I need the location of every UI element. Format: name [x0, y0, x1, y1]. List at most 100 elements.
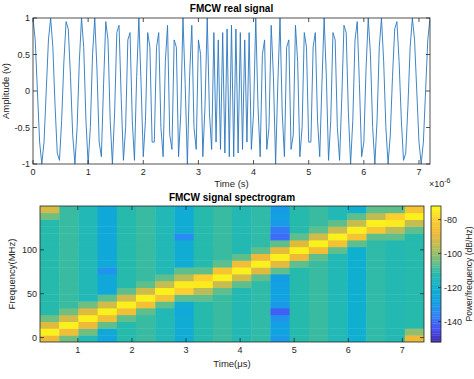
heat-cell	[251, 220, 271, 227]
x-tick-label: 3	[184, 345, 189, 355]
plot-area	[40, 206, 424, 342]
heat-cell	[290, 233, 310, 240]
heat-cell	[78, 247, 98, 254]
heat-cell	[366, 281, 386, 288]
heat-cell	[59, 294, 79, 301]
chart-title: FMCW signal spectrogram	[169, 192, 295, 203]
heat-cell	[40, 206, 60, 213]
heat-cell	[270, 301, 290, 308]
x-tick	[186, 206, 187, 210]
y-axis-label: Amplitude (v)	[0, 63, 11, 119]
colorbar-tick-label: -80	[444, 215, 457, 225]
heat-cell	[328, 288, 348, 295]
heat-cell	[117, 247, 137, 254]
heat-cell	[347, 322, 367, 329]
heat-cell	[40, 308, 60, 315]
heat-cell	[194, 322, 214, 329]
heat-cell	[386, 335, 406, 342]
x-tick-label: 1	[75, 345, 80, 355]
heat-cell	[328, 206, 348, 213]
heat-cell	[232, 226, 252, 233]
heat-cell	[40, 220, 60, 227]
heat-cell	[194, 267, 214, 274]
heat-cell	[232, 274, 252, 281]
heat-cell	[59, 288, 79, 295]
heat-cell	[98, 240, 118, 247]
heat-cell	[136, 322, 156, 329]
heat-cell	[194, 240, 214, 247]
heat-cell	[98, 220, 118, 227]
heat-cell	[386, 294, 406, 301]
heat-cell	[290, 260, 310, 267]
heat-cell	[174, 274, 194, 281]
heat-cell	[386, 301, 406, 308]
heat-cell	[232, 335, 252, 342]
y-tick	[426, 127, 430, 128]
heat-cell	[155, 301, 175, 308]
heat-cell	[98, 206, 118, 213]
heat-cell	[78, 233, 98, 240]
heat-cell	[366, 322, 386, 329]
y-tick	[420, 249, 424, 250]
heat-cell	[405, 328, 424, 335]
heat-cell	[251, 288, 271, 295]
x-tick	[77, 338, 78, 342]
heat-cell	[136, 301, 156, 308]
heat-cell	[328, 233, 348, 240]
y-tick-label: 0	[32, 333, 37, 343]
colorbar-tick-label: -120	[444, 283, 462, 293]
heat-cell	[366, 260, 386, 267]
heat-cell	[232, 213, 252, 220]
heat-cell	[347, 315, 367, 322]
heat-cell	[386, 274, 406, 281]
plot-frame	[40, 206, 424, 342]
heat-cell	[232, 301, 252, 308]
x-tick-label: 4	[238, 345, 243, 355]
heat-cell	[251, 281, 271, 288]
heat-cell	[405, 247, 424, 254]
heat-cell	[194, 247, 214, 254]
heat-cell	[59, 220, 79, 227]
heat-cell	[59, 206, 79, 213]
heat-cell	[98, 308, 118, 315]
heat-cell	[232, 294, 252, 301]
heat-cell	[405, 335, 424, 342]
heat-cell	[251, 254, 271, 261]
heat-cell	[232, 328, 252, 335]
x-tick-label: 5	[306, 167, 311, 177]
y-tick	[33, 18, 37, 19]
heat-cell	[270, 322, 290, 329]
y-tick	[426, 164, 430, 165]
heat-cell	[347, 254, 367, 261]
heat-cell	[405, 288, 424, 295]
heat-cell	[328, 274, 348, 281]
y-tick-label: 1	[25, 13, 30, 23]
heat-cell	[174, 226, 194, 233]
heat-cell	[366, 206, 386, 213]
heat-cell	[136, 267, 156, 274]
heat-cell	[174, 213, 194, 220]
heat-cell	[155, 281, 175, 288]
x-tick	[348, 338, 349, 342]
heat-cell	[117, 226, 137, 233]
heat-cell	[213, 233, 233, 240]
heat-cell	[78, 288, 98, 295]
heat-cell	[347, 267, 367, 274]
heat-cell	[328, 294, 348, 301]
heat-cell	[98, 233, 118, 240]
heat-cell	[136, 206, 156, 213]
heat-cell	[117, 260, 137, 267]
heat-cell	[328, 281, 348, 288]
heat-cell	[117, 267, 137, 274]
heat-cell	[328, 247, 348, 254]
heat-cell	[328, 315, 348, 322]
heat-cell	[59, 267, 79, 274]
colorbar-tick	[438, 321, 441, 322]
x-tick-label: 7	[400, 345, 405, 355]
heat-cell	[174, 288, 194, 295]
heat-cell	[59, 274, 79, 281]
heat-cell	[290, 274, 310, 281]
y-tick-label: -0.5	[14, 123, 30, 133]
y-tick-label: 0.5	[17, 50, 30, 60]
heat-cell	[251, 301, 271, 308]
